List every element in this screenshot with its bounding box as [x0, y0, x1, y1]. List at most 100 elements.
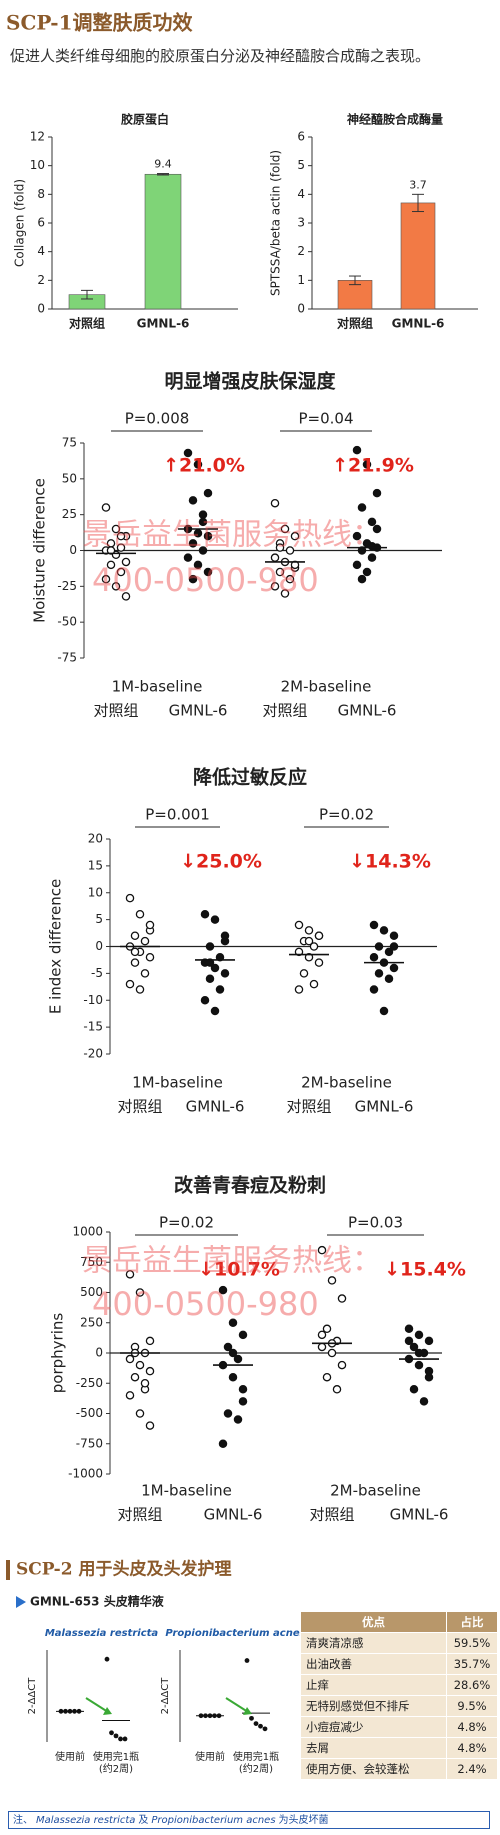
y-tick-label: 4: [297, 187, 305, 201]
y-tick-label: 0: [95, 939, 103, 953]
data-point: [198, 510, 208, 519]
y-tick-label: -250: [76, 1376, 103, 1390]
data-point: [205, 974, 215, 984]
data-point: [188, 496, 198, 505]
y-tick-label: -20: [83, 1047, 103, 1061]
table-row: 小痘痘减少 4.8%: [300, 1716, 498, 1738]
table-row: 清爽清凉感 59.5%: [300, 1632, 498, 1654]
data-point: [145, 1366, 155, 1376]
data-point: [125, 979, 135, 989]
data-point: [228, 1318, 238, 1328]
x-tick-label: GMNL-6: [137, 317, 190, 331]
y-tick-label: 8: [37, 187, 45, 201]
data-point: [337, 1294, 347, 1303]
data-point: [285, 574, 295, 584]
y-tick-label: 500: [80, 1285, 103, 1299]
arrow: [85, 1697, 109, 1713]
data-point: [203, 488, 213, 498]
data-point: [223, 1409, 233, 1418]
group-label: 1M-baseline: [112, 678, 203, 696]
section-title: SCP-2 用于头皮及头发护理: [16, 1559, 231, 1580]
x-tick-label: 对照组: [337, 316, 373, 331]
note-part: Malassezia restricta: [36, 1815, 136, 1826]
data-point: [314, 958, 324, 967]
chart-title: Malassezia restricta: [45, 1628, 159, 1639]
data-point: [304, 953, 314, 962]
data-point: [125, 1391, 135, 1400]
table-value: 35.7%: [446, 1653, 498, 1675]
y-tick-label: 0: [297, 302, 305, 316]
data-point: [135, 1360, 145, 1370]
data-point: [188, 574, 198, 584]
data-point: [223, 1342, 233, 1352]
y-tick-label: 0: [95, 1346, 103, 1360]
data-point: [140, 969, 150, 978]
data-point: [130, 947, 140, 957]
data-point: [309, 942, 319, 951]
y-axis-label: 2-ΔΔCT: [160, 1677, 171, 1715]
data-point: [262, 1726, 268, 1732]
data-point: [183, 448, 193, 458]
table-value: 4.8%: [446, 1737, 498, 1759]
data-point: [372, 524, 382, 534]
data-point: [233, 1354, 243, 1364]
data-point: [121, 557, 131, 567]
y-tick-label: 50: [62, 471, 77, 485]
table-header: 优点: [300, 1611, 447, 1633]
x-tick-label: GMNL-6: [392, 317, 445, 331]
chart-title: 神经醯胺合成酶量: [347, 112, 443, 127]
y-tick-label: -75: [57, 651, 77, 665]
y-axis-label: porphyrins: [49, 1313, 67, 1394]
data-point: [140, 1379, 150, 1388]
x-tick-label: 使用前: [195, 1752, 225, 1763]
data-point: [290, 531, 300, 541]
p-value: P=0.001: [145, 806, 210, 824]
data-point: [101, 574, 111, 584]
data-point: [205, 958, 215, 967]
data-point: [372, 488, 382, 498]
subgroup-label: 对照组: [117, 1098, 162, 1116]
table-row: 去屑 4.8%: [300, 1737, 498, 1759]
data-point: [389, 942, 399, 951]
data-point: [294, 920, 304, 930]
data-point: [130, 931, 140, 941]
y-tick-label: 10: [30, 158, 45, 172]
y-tick-label: -25: [57, 579, 77, 593]
note-part: 注、: [13, 1815, 33, 1826]
watermark: 景岳益生菌服务热线：: [82, 1244, 382, 1279]
data-point: [270, 498, 280, 508]
data-point: [275, 567, 285, 577]
p-value: P=0.04: [298, 410, 353, 428]
data-point: [384, 947, 394, 957]
data-point: [145, 920, 155, 930]
data-point: [200, 996, 210, 1005]
data-point: [130, 1372, 140, 1382]
y-tick-label: 2: [37, 273, 45, 287]
table-cell: 使用方便、会较蓬松: [300, 1758, 447, 1780]
subtitle: 促进人类纤维母细胞的胶原蛋白分泌及神经醯胺合成酶之表现。: [10, 47, 431, 65]
data-point: [233, 1415, 243, 1424]
data-point: [116, 531, 126, 541]
data-point: [101, 503, 111, 512]
data-point: [116, 543, 126, 552]
data-point: [374, 969, 384, 978]
data-point: [122, 1736, 128, 1742]
table-wrap: 优点 占比 清爽清凉感 59.5% 出油改善 35.7% 止痒 28.6% 无特别感觉但不排斥…: [300, 1611, 498, 1780]
data-point: [322, 1324, 332, 1334]
data-point: [414, 1348, 424, 1358]
data-point: [198, 546, 208, 555]
y-tick-label: -1000: [68, 1467, 103, 1481]
data-point: [357, 574, 367, 584]
data-point: [135, 985, 145, 994]
table-value: 28.6%: [446, 1674, 498, 1696]
table-cell: 无特别感觉但不排斥: [300, 1695, 447, 1717]
data-point: [414, 1330, 424, 1340]
data-point: [140, 936, 150, 946]
data-point: [253, 1721, 259, 1726]
note-part: 为头皮坏菌: [278, 1815, 329, 1826]
data-point: [369, 920, 379, 930]
data-point: [389, 931, 399, 941]
data-point: [203, 567, 213, 577]
y-tick-label: 75: [62, 436, 77, 450]
